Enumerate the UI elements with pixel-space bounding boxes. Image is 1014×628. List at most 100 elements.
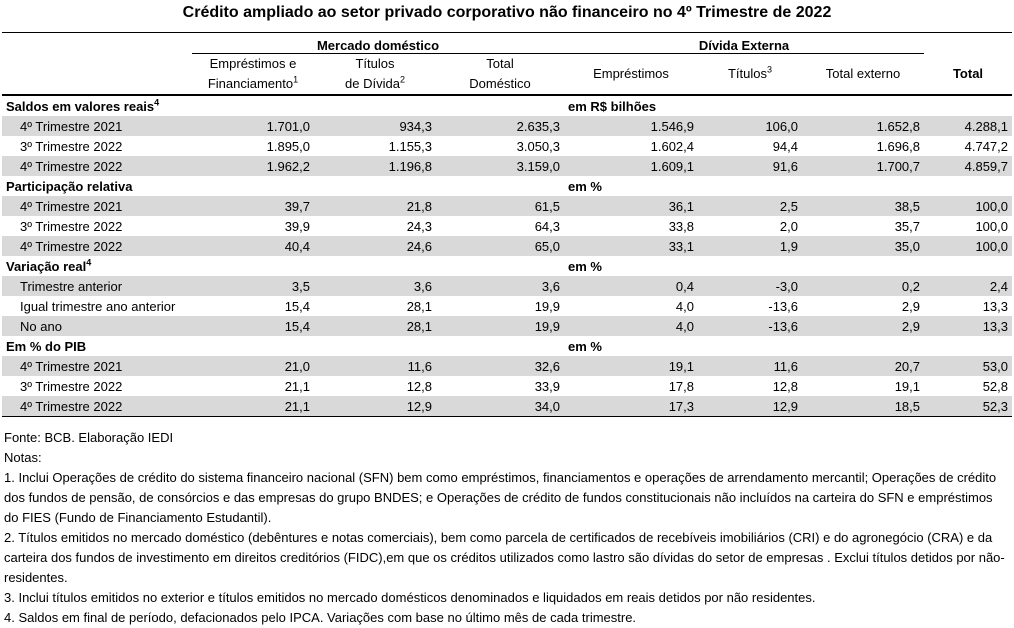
cell-value: 0,2 xyxy=(802,276,924,296)
row-label: 3º Trimestre 2022 xyxy=(20,378,123,394)
cell-value: 3,6 xyxy=(436,276,564,296)
table-row: Trimestre anterior 3,5 3,6 3,6 0,4 -3,0 0,2 2,4 xyxy=(2,276,1012,296)
cell-value: 2.635,3 xyxy=(436,116,564,136)
cell-value: 33,8 xyxy=(668,218,694,234)
cell-value: 1,9 xyxy=(698,236,802,256)
cell-value: 3.159,0 xyxy=(436,156,564,176)
row-label: 4º Trimestre 2022 xyxy=(2,156,192,176)
col-titulos-externo: Títulos3 xyxy=(698,53,802,96)
col-titulos-divida: Títulos de Dívida2 xyxy=(314,53,436,96)
cell-value: 1.652,8 xyxy=(802,116,924,136)
cell-value: 34,0 xyxy=(436,396,564,417)
row-label: 4º Trimestre 2021 xyxy=(2,116,192,136)
note-3: 3. Inclui títulos emitidos no exterior e… xyxy=(4,590,816,605)
cell-value: 1.602,4 xyxy=(650,138,694,154)
section-unit: em % xyxy=(568,258,602,274)
cell-value: 35,7 xyxy=(894,218,920,234)
table-row: 4º Trimestre 2022 40,4 24,6 65,0 33,1 1,9 35,0… xyxy=(2,236,1012,256)
cell-value: 28,1 xyxy=(314,316,436,336)
cell-value: 12,9 xyxy=(698,396,802,417)
section-header: Saldos em valores reais4 em R$ bilhões xyxy=(2,95,1012,116)
cell-value: -13,6 xyxy=(768,298,798,314)
cell-value: 21,0 xyxy=(192,356,314,376)
notes-heading: Notas: xyxy=(4,450,42,465)
cell-value: 39,7 xyxy=(192,196,314,216)
cell-value: 35,0 xyxy=(802,236,924,256)
cell-value: 52,3 xyxy=(924,396,1012,417)
cell-value: 3,5 xyxy=(192,276,314,296)
cell-value: 24,6 xyxy=(314,236,436,256)
cell-value: 17,3 xyxy=(564,396,698,417)
cell-value: 100,0 xyxy=(924,236,1012,256)
cell-value: 91,6 xyxy=(698,156,802,176)
cell-value: 21,1 xyxy=(192,396,314,417)
cell-value: 1.962,2 xyxy=(192,156,314,176)
cell-value: 2,0 xyxy=(779,218,798,234)
cell-value: 21,8 xyxy=(314,196,436,216)
cell-value: 12,8 xyxy=(772,378,798,394)
cell-value: 106,0 xyxy=(698,116,802,136)
section-title: Variação real4 xyxy=(6,257,92,274)
table-title: Crédito ampliado ao setor privado corpor… xyxy=(182,4,832,21)
col-total-externo: Total externo xyxy=(802,53,924,96)
table-row: 4º Trimestre 2022 21,1 12,9 34,0 17,3 12,9 18,… xyxy=(2,396,1012,417)
col-total: Total xyxy=(924,53,1012,96)
cell-value: 53,0 xyxy=(924,356,1012,376)
table-row: 3º Trimestre 2022 21,1 12,8 33,9 17,8 12,8 19,… xyxy=(2,376,1012,396)
column-header-row: Empréstimos e Financiamento1 Títulos de Dí… xyxy=(2,53,1012,96)
group-header-row: Mercado doméstico Dívida Externa xyxy=(2,33,1012,54)
cell-value: -13,6 xyxy=(698,316,802,336)
col-total-domestico: Total Doméstico xyxy=(436,53,564,96)
row-label: Trimestre anterior xyxy=(2,276,192,296)
cell-value: 13,3 xyxy=(982,298,1008,314)
cell-value: 2,5 xyxy=(698,196,802,216)
cell-value: 2,9 xyxy=(901,298,920,314)
section-header: Participação relativa em % xyxy=(2,176,1012,196)
cell-value: 100,0 xyxy=(924,196,1012,216)
cell-value: 19,9 xyxy=(534,298,560,314)
cell-value: 28,1 xyxy=(406,298,432,314)
cell-value: 1.546,9 xyxy=(564,116,698,136)
section-unit: em % xyxy=(568,178,602,194)
cell-value: 21,1 xyxy=(284,378,310,394)
table-body: Mercado doméstico Dívida Externa Emprést… xyxy=(2,32,1012,417)
cell-value: 39,9 xyxy=(284,218,310,234)
cell-value: 19,9 xyxy=(436,316,564,336)
cell-value: 1.895,0 xyxy=(266,138,310,154)
cell-value: 61,5 xyxy=(436,196,564,216)
table-row: 4º Trimestre 2021 39,7 21,8 61,5 36,1 2,5 38,5… xyxy=(2,196,1012,216)
cell-value: 1.696,8 xyxy=(876,138,920,154)
row-label: No ano xyxy=(2,316,192,336)
group-domestic: Mercado doméstico xyxy=(192,33,564,54)
cell-value: 32,6 xyxy=(436,356,564,376)
row-label: 4º Trimestre 2021 xyxy=(2,356,192,376)
col-emprestimos-financiamento: Empréstimos e Financiamento1 xyxy=(192,53,314,96)
section-title: Saldos em valores reais4 xyxy=(6,97,160,114)
cell-value: 1.701,0 xyxy=(192,116,314,136)
cell-value: 19,1 xyxy=(894,378,920,394)
cell-value: 15,4 xyxy=(192,316,314,336)
cell-value: 1.196,8 xyxy=(314,156,436,176)
cell-value: 100,0 xyxy=(975,218,1008,234)
cell-value: 52,8 xyxy=(982,378,1008,394)
table-row: No ano 15,4 28,1 19,9 4,0 -13,6 2,9 13,3 xyxy=(2,316,1012,336)
cell-value: 1.700,7 xyxy=(802,156,924,176)
row-label: 4º Trimestre 2021 xyxy=(2,196,192,216)
cell-value: 33,9 xyxy=(534,378,560,394)
cell-value: 64,3 xyxy=(534,218,560,234)
credit-table: Mercado doméstico Dívida Externa Emprést… xyxy=(2,32,1012,417)
cell-value: 12,8 xyxy=(406,378,432,394)
cell-value: 4.288,1 xyxy=(924,116,1012,136)
cell-value: 65,0 xyxy=(436,236,564,256)
source-note: Fonte: BCB. Elaboração IEDI xyxy=(4,430,174,445)
cell-value: 38,5 xyxy=(802,196,924,216)
row-label: Igual trimestre ano anterior xyxy=(20,298,176,314)
section-header: Variação real4 em % xyxy=(2,256,1012,276)
cell-value: 0,4 xyxy=(564,276,698,296)
section-title: Em % do PIB xyxy=(6,338,87,354)
cell-value: 3.050,3 xyxy=(516,138,560,154)
col-emprestimos-externo: Empréstimos xyxy=(564,53,698,96)
row-label: 4º Trimestre 2022 xyxy=(2,236,192,256)
group-external: Dívida Externa xyxy=(564,33,924,54)
cell-value: 20,7 xyxy=(802,356,924,376)
